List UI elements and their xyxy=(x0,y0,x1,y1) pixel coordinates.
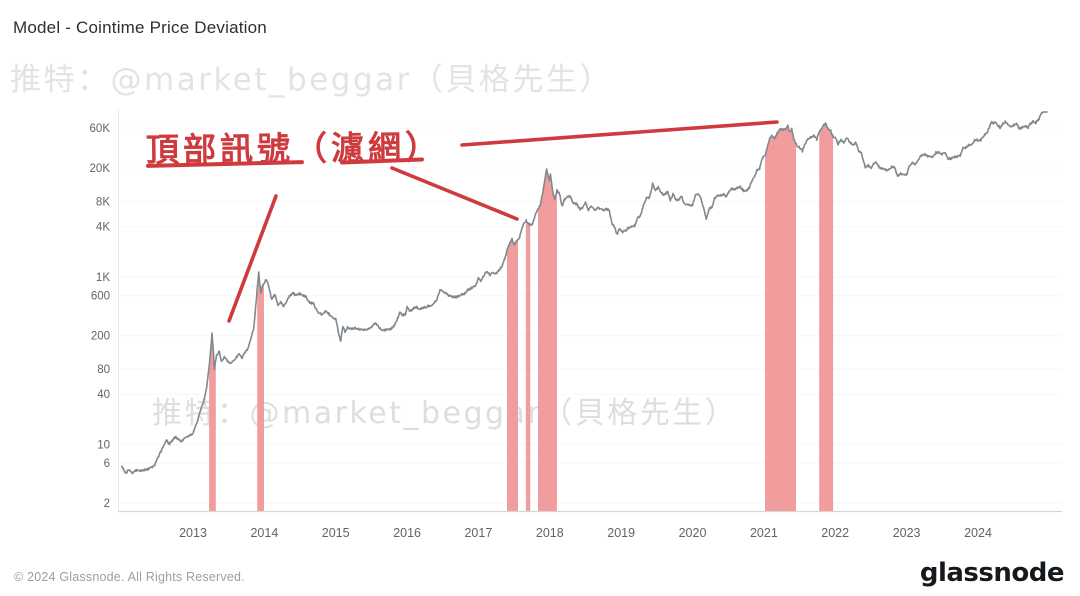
gridlines xyxy=(118,127,1062,504)
top-signal-band xyxy=(525,219,531,511)
x-tick-label: 2019 xyxy=(607,526,635,540)
x-tick-label: 2023 xyxy=(893,526,921,540)
x-tick-label: 2013 xyxy=(179,526,207,540)
glassnode-logo: glassnode xyxy=(919,558,1065,588)
x-tick-label: 2014 xyxy=(250,526,278,540)
annotation-pointer-lines xyxy=(227,120,779,323)
x-tick-label: 2024 xyxy=(964,526,992,540)
top-signal-bands xyxy=(209,122,834,512)
y-tick-label: 200 xyxy=(91,331,110,343)
x-tick-label: 2015 xyxy=(322,526,350,540)
x-tick-label: 2018 xyxy=(536,526,564,540)
y-tick-label: 600 xyxy=(91,291,110,303)
watermark-top: 推特：@market_beggar（貝格先生） xyxy=(10,62,613,98)
price-line-path xyxy=(120,111,1048,475)
tick-labels: 60K 20K 8K 4K 1K 600 200 80 40 10 6 2 2013 2014 2015 20… xyxy=(90,123,992,540)
x-tick-label: 2021 xyxy=(750,526,778,540)
x-tick-label: 2017 xyxy=(464,526,492,540)
y-tick-label: 20K xyxy=(90,163,111,175)
y-tick-label: 60K xyxy=(90,123,111,135)
top-signal-band xyxy=(507,238,518,512)
price-line xyxy=(120,111,1048,475)
y-tick-label: 6 xyxy=(104,458,110,470)
annotation-pointer-line xyxy=(460,120,779,147)
copyright-text: © 2024 Glassnode. All Rights Reserved. xyxy=(14,570,245,584)
y-tick-label: 80 xyxy=(97,364,110,376)
top-signal-band xyxy=(819,122,834,512)
axes xyxy=(118,110,1062,513)
top-signal-band xyxy=(765,125,796,511)
top-signal-band xyxy=(257,272,264,511)
top-signal-band xyxy=(538,169,557,511)
y-tick-label: 1K xyxy=(96,272,110,284)
page-title: Model - Cointime Price Deviation xyxy=(13,18,267,37)
annotation-pointer-line xyxy=(390,166,519,221)
y-tick-label: 2 xyxy=(104,498,110,510)
y-tick-label: 40 xyxy=(97,389,110,401)
y-tick-label: 8K xyxy=(96,196,110,208)
watermark-middle: 推特：@market_beggar（貝格先生） xyxy=(152,396,737,431)
x-tick-label: 2022 xyxy=(821,526,849,540)
y-tick-label: 10 xyxy=(97,440,110,452)
annotation-pointer-line xyxy=(227,194,278,323)
x-tick-label: 2016 xyxy=(393,526,421,540)
y-tick-label: 4K xyxy=(96,222,110,234)
top-signal-band xyxy=(209,333,216,511)
x-tick-label: 2020 xyxy=(679,526,707,540)
